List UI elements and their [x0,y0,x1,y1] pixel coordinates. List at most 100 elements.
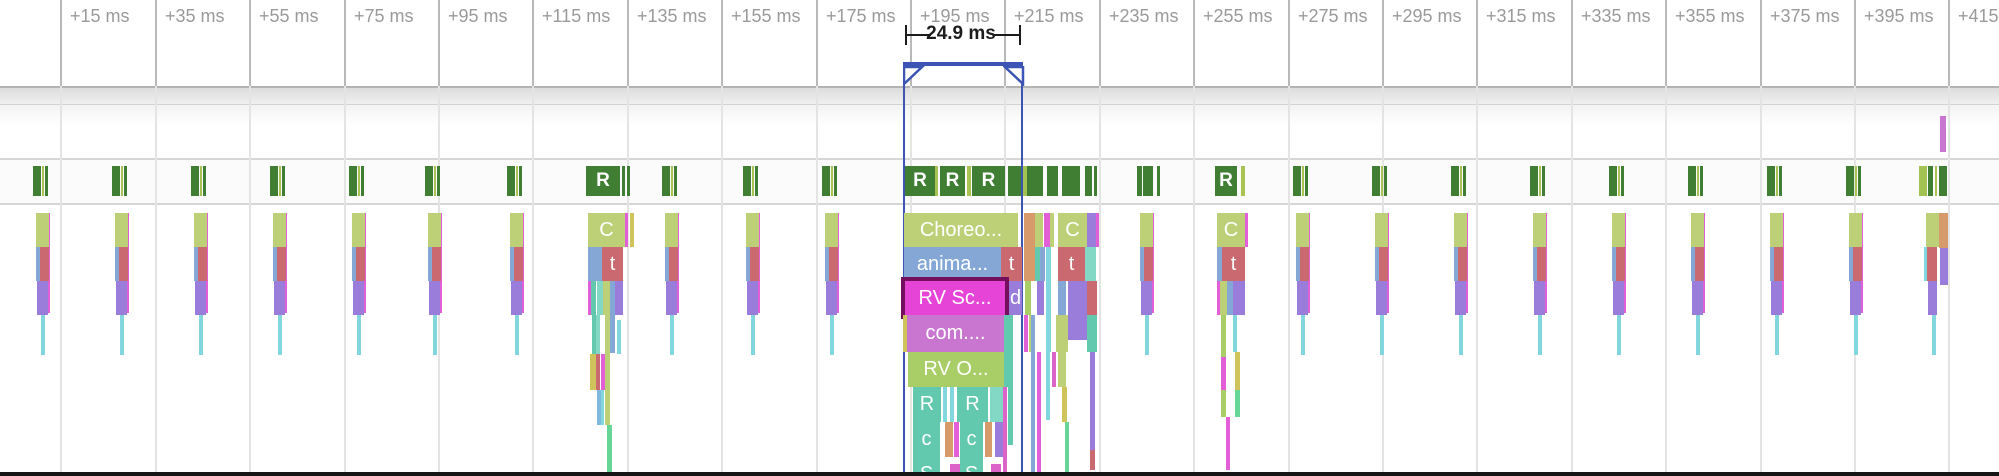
flame-bar[interactable] [670,315,674,355]
flame-bar[interactable] [830,315,834,355]
flame-bar[interactable] [1940,248,1948,285]
activity-block[interactable] [282,166,285,196]
flame-bar[interactable] [194,213,207,247]
flame-bar[interactable] [603,281,610,315]
activity-block[interactable] [1451,166,1459,196]
activity-block[interactable] [755,166,758,196]
flame-bar[interactable] [357,315,361,355]
flame-bar-t[interactable]: t [1058,247,1085,281]
flame-bar[interactable] [1221,390,1226,417]
flame-bar[interactable] [1297,281,1308,315]
flame-bar[interactable] [277,247,286,281]
flame-bar[interactable] [1056,315,1068,352]
selection-top-bar[interactable] [903,62,1023,66]
flame-bar[interactable] [1035,247,1040,281]
activity-block[interactable] [1609,166,1617,196]
flame-bar[interactable] [665,213,678,247]
flame-bar[interactable] [1227,281,1233,315]
activity-block[interactable] [1094,166,1097,196]
activity-block-labeled[interactable]: R [586,166,620,196]
flame-bar[interactable] [120,315,124,355]
flame-bar[interactable] [1774,247,1783,281]
flame-bar-choreo[interactable]: Choreo... [904,213,1018,247]
flame-bar[interactable] [514,247,523,281]
flame-bar[interactable] [1850,281,1861,315]
flame-bar[interactable] [115,247,119,281]
flame-bar-c[interactable]: C [1217,213,1245,247]
flame-bar[interactable] [1926,213,1941,247]
flame-bar[interactable] [199,315,203,355]
flame-bar[interactable] [985,422,992,457]
activity-block[interactable] [1542,166,1545,196]
flame-bar[interactable] [990,387,1004,422]
activity-block[interactable] [1008,166,1021,196]
flame-bar[interactable] [1040,247,1045,281]
flame-bar[interactable] [433,315,437,355]
flame-bar[interactable] [1024,213,1035,281]
activity-block[interactable] [1157,166,1160,196]
flame-bar[interactable] [610,281,615,315]
flame-bar[interactable] [1090,450,1095,470]
activity-block[interactable] [1085,166,1092,196]
activity-block[interactable] [42,166,44,196]
flame-bar[interactable] [1775,315,1779,355]
flame-bar-r[interactable]: R [913,387,941,422]
flame-bar[interactable] [1087,213,1096,247]
activity-block[interactable] [752,166,754,196]
flame-bar[interactable] [591,281,596,315]
flame-bar[interactable] [1221,357,1226,390]
flame-bar[interactable] [510,247,514,281]
activity-block[interactable] [662,166,670,196]
flame-bar[interactable] [943,387,947,422]
flame-bar[interactable] [1221,315,1226,357]
flame-bar[interactable] [40,247,49,281]
flame-bar[interactable] [1090,352,1095,450]
flame-bar[interactable] [1226,417,1230,470]
flame-bar[interactable] [1932,315,1936,355]
activity-block[interactable] [1305,166,1308,196]
activity-block[interactable] [1621,166,1624,196]
flame-bar[interactable] [1144,247,1153,281]
activity-block[interactable] [743,166,751,196]
flame-bar[interactable] [954,422,959,457]
activity-block[interactable] [1137,166,1142,196]
flame-bar[interactable] [1058,352,1066,387]
flame-bar[interactable] [1376,281,1387,315]
flame-bar[interactable] [1454,213,1467,247]
flame-bar-t[interactable]: t [1001,247,1022,281]
flame-bar[interactable] [1375,213,1388,247]
activity-block[interactable] [349,166,357,196]
flame-bar[interactable] [1534,281,1545,315]
activity-block[interactable] [1384,166,1387,196]
flame-bar[interactable] [1613,281,1624,315]
activity-block[interactable] [1700,166,1703,196]
flame-bar[interactable] [1025,281,1031,315]
flame-bar[interactable] [116,281,127,315]
flame-bar[interactable] [195,281,206,315]
flame-bar[interactable] [1062,387,1067,422]
flame-bar[interactable] [630,213,634,247]
flame-bar[interactable] [1024,315,1028,352]
flame-bar[interactable] [995,422,1005,457]
flame-bar-t[interactable]: t [602,247,623,281]
activity-block[interactable] [1143,166,1153,196]
flame-bar[interactable] [596,354,600,390]
flame-bar[interactable] [945,422,953,457]
activity-block[interactable] [33,166,41,196]
activity-block[interactable] [203,166,206,196]
flame-bar[interactable] [615,281,623,315]
activity-block[interactable] [45,166,48,196]
flame-bar-anima[interactable]: anima... [904,247,1001,281]
flame-bar[interactable] [1068,315,1087,340]
flame-bar[interactable] [1533,247,1537,281]
flame-bar[interactable] [950,387,954,422]
flame-bar[interactable] [610,315,615,353]
flame-bar[interactable] [1220,281,1227,315]
activity-block[interactable] [1027,166,1043,196]
activity-block[interactable] [822,166,830,196]
flame-bar[interactable] [1068,281,1087,315]
flame-bar[interactable] [1924,247,1927,281]
flame-bar-r[interactable]: R [957,387,988,422]
flame-bar[interactable] [1771,281,1782,315]
activity-block[interactable] [200,166,202,196]
